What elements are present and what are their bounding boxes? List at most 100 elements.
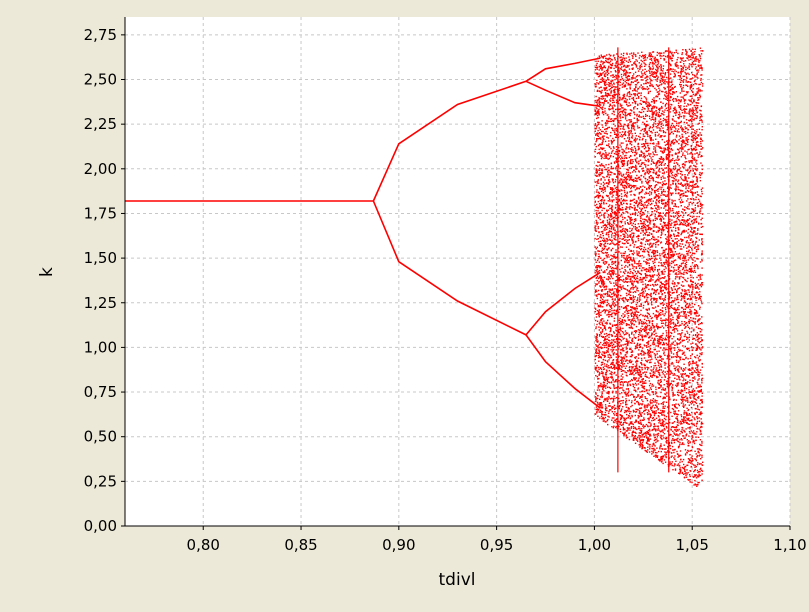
chaos-point bbox=[601, 294, 602, 295]
chaos-point bbox=[610, 240, 611, 241]
chaos-point bbox=[667, 129, 668, 130]
chaos-point bbox=[661, 448, 662, 449]
chaos-point bbox=[695, 433, 696, 434]
chaos-point bbox=[606, 232, 607, 233]
chaos-point bbox=[642, 55, 643, 56]
chaos-point bbox=[629, 68, 630, 69]
chaos-point bbox=[677, 213, 678, 214]
chaos-point bbox=[598, 228, 599, 229]
chaos-point bbox=[660, 314, 661, 315]
chaos-point bbox=[608, 232, 609, 233]
chaos-point bbox=[641, 60, 642, 61]
chaos-point bbox=[688, 440, 689, 441]
chaos-point bbox=[664, 454, 665, 455]
chaos-point bbox=[599, 329, 600, 330]
chaos-point bbox=[618, 361, 619, 362]
chaos-point bbox=[699, 97, 700, 98]
chaos-point bbox=[608, 377, 609, 378]
chaos-point bbox=[621, 56, 622, 57]
chaos-point bbox=[595, 141, 596, 142]
chaos-point bbox=[626, 207, 627, 208]
chaos-point bbox=[665, 371, 666, 372]
chaos-point bbox=[689, 204, 690, 205]
chaos-point bbox=[622, 112, 623, 113]
chaos-point bbox=[615, 181, 616, 182]
chaos-point bbox=[638, 378, 639, 379]
chaos-point bbox=[692, 288, 693, 289]
chaos-point bbox=[649, 404, 650, 405]
chaos-point bbox=[659, 112, 660, 113]
chaos-point bbox=[665, 105, 666, 106]
chaos-point bbox=[602, 72, 603, 73]
chaos-point bbox=[597, 398, 598, 399]
chaos-point bbox=[636, 122, 637, 123]
chaos-point bbox=[627, 161, 628, 162]
chaos-point bbox=[673, 465, 674, 466]
chaos-point bbox=[653, 401, 654, 402]
chaos-point bbox=[683, 85, 684, 86]
chaos-point bbox=[664, 83, 665, 84]
chaos-point bbox=[686, 316, 687, 317]
chaos-point bbox=[681, 125, 682, 126]
chaos-point bbox=[606, 211, 607, 212]
chaos-point bbox=[695, 339, 696, 340]
chaos-point bbox=[696, 74, 697, 75]
chaos-point bbox=[701, 354, 702, 355]
chaos-point bbox=[665, 297, 666, 298]
chaos-point bbox=[623, 97, 624, 98]
chaos-point bbox=[664, 384, 665, 385]
chaos-point bbox=[626, 365, 627, 366]
chaos-point bbox=[663, 183, 664, 184]
chaos-point bbox=[687, 273, 688, 274]
chaos-point bbox=[595, 392, 596, 393]
chaos-point bbox=[625, 157, 626, 158]
chaos-point bbox=[675, 174, 676, 175]
chaos-point bbox=[681, 60, 682, 61]
chaos-point bbox=[644, 388, 645, 389]
chaos-point bbox=[691, 238, 692, 239]
chaos-point bbox=[686, 269, 687, 270]
chaos-point bbox=[652, 405, 653, 406]
chaos-point bbox=[684, 150, 685, 151]
chaos-point bbox=[602, 196, 603, 197]
chaos-point bbox=[671, 263, 672, 264]
chaos-point bbox=[648, 403, 649, 404]
chaos-point bbox=[633, 179, 634, 180]
chaos-point bbox=[691, 386, 692, 387]
chaos-point bbox=[662, 349, 663, 350]
chaos-point bbox=[641, 274, 642, 275]
chaos-point bbox=[702, 393, 703, 394]
chaos-point bbox=[595, 86, 596, 87]
chaos-point bbox=[622, 243, 623, 244]
chaos-point bbox=[663, 432, 664, 433]
chaos-point bbox=[628, 257, 629, 258]
chaos-point bbox=[597, 214, 598, 215]
chaos-point bbox=[626, 325, 627, 326]
chaos-point bbox=[629, 424, 630, 425]
chaos-point bbox=[644, 357, 645, 358]
chaos-point bbox=[688, 177, 689, 178]
chaos-point bbox=[682, 149, 683, 150]
chaos-point bbox=[626, 310, 627, 311]
chaos-point bbox=[613, 146, 614, 147]
chaos-point bbox=[645, 141, 646, 142]
chaos-point bbox=[676, 361, 677, 362]
chaos-point bbox=[649, 232, 650, 233]
chaos-point bbox=[646, 232, 647, 233]
chaos-point bbox=[644, 157, 645, 158]
chaos-point bbox=[686, 251, 687, 252]
chaos-point bbox=[609, 370, 610, 371]
chaos-point bbox=[596, 406, 597, 407]
chaos-point bbox=[599, 56, 600, 57]
chaos-point bbox=[643, 256, 644, 257]
chaos-point bbox=[633, 97, 634, 98]
chaos-point bbox=[633, 295, 634, 296]
chaos-point bbox=[639, 435, 640, 436]
chaos-point bbox=[604, 84, 605, 85]
chaos-point bbox=[601, 55, 602, 56]
chaos-point bbox=[626, 295, 627, 296]
chaos-point bbox=[649, 66, 650, 67]
chaos-point bbox=[664, 74, 665, 75]
chaos-point bbox=[598, 109, 599, 110]
chaos-point bbox=[692, 441, 693, 442]
